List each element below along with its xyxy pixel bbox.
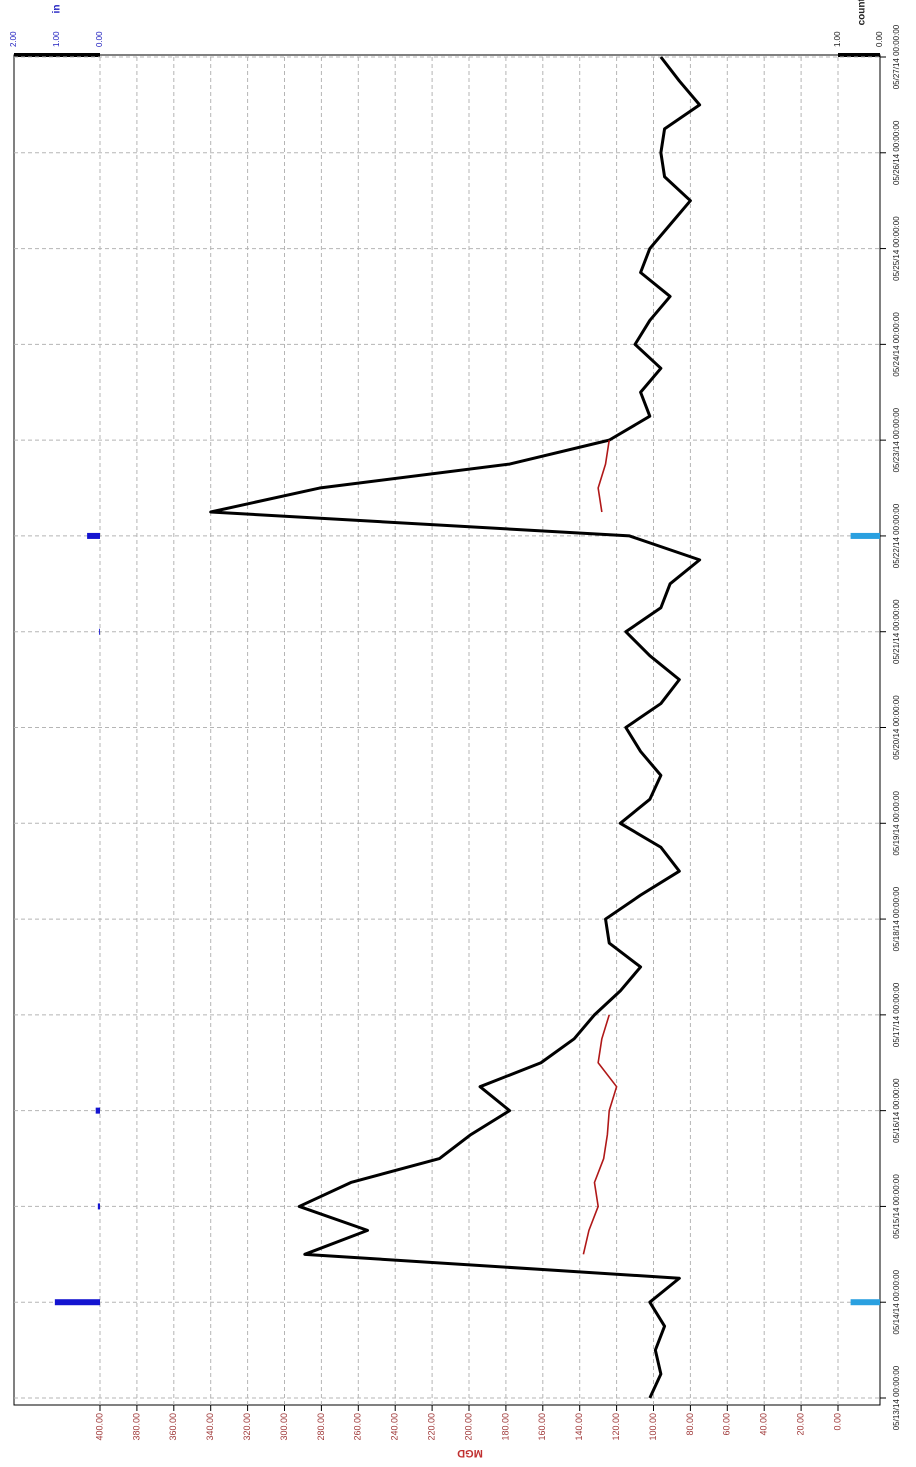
y-tick-label: 0.00 — [832, 1413, 842, 1431]
y-tick-label: 200.00 — [463, 1413, 473, 1441]
y2-tick-label: 0.00 — [95, 31, 104, 47]
y-tick-label: 260.00 — [353, 1413, 363, 1441]
y-tick-label: 20.00 — [795, 1413, 805, 1436]
y3-tick-label: 1.00 — [833, 31, 842, 47]
x-tick-label: 05/16/14 00:00:00 — [892, 1078, 901, 1143]
x-tick-label: 05/17/14 00:00:00 — [892, 982, 901, 1047]
x-tick-label: 05/20/14 00:00:00 — [892, 695, 901, 760]
bar — [850, 532, 880, 539]
rotated-chart: MGD in counts 0.00 20.00 40.00 60.00 80.00 10… — [9, 0, 901, 1459]
x-tick-label: 05/18/14 00:00:00 — [892, 886, 901, 951]
y-tick-label: 40.00 — [759, 1413, 769, 1436]
x-tick-label: 05/23/14 00:00:00 — [892, 407, 901, 472]
x-tick-label: 05/24/14 00:00:00 — [892, 312, 901, 377]
y-tick-label: 80.00 — [685, 1413, 695, 1436]
y-tick-label: 220.00 — [426, 1413, 436, 1441]
plot-frame — [13, 54, 881, 1406]
y-tick-label: 240.00 — [390, 1413, 400, 1441]
y2-tick-label: 1.00 — [52, 31, 61, 47]
x-tick-label: 05/13/14 00:00:00 — [892, 1365, 901, 1430]
y-tick-label: 160.00 — [537, 1413, 547, 1441]
x-tick-label: 05/26/14 00:00:00 — [892, 120, 901, 185]
y3-tick-label: 0.00 — [875, 31, 884, 47]
y-tick-label: 340.00 — [205, 1413, 215, 1441]
y-tick-label: 280.00 — [316, 1413, 326, 1441]
y-tick-label: 60.00 — [722, 1413, 732, 1436]
y-tick-label: 100.00 — [648, 1413, 658, 1441]
y-tick-label: 120.00 — [611, 1413, 621, 1441]
y2-axis-title: in — [52, 5, 63, 14]
bar — [87, 532, 100, 539]
y-tick-label: 140.00 — [574, 1413, 584, 1441]
line-series — [209, 56, 702, 1399]
x-tick-label: 05/25/14 00:00:00 — [892, 216, 901, 281]
x-tick-label: 05/22/14 00:00:00 — [892, 503, 901, 568]
x-tick-label: 05/21/14 00:00:00 — [892, 599, 901, 664]
y2-tick-label: 2.00 — [9, 31, 18, 47]
y-tick-label: 360.00 — [168, 1413, 178, 1441]
line-series — [582, 440, 618, 1255]
y-axis-title: MGD — [457, 1447, 483, 1459]
y-tick-label: 300.00 — [279, 1413, 289, 1441]
x-tick-label: 05/15/14 00:00:00 — [892, 1174, 901, 1239]
bar — [850, 1299, 880, 1306]
bar — [99, 628, 100, 635]
y3-axis-title: counts — [857, 0, 868, 25]
x-tick-label: 05/14/14 00:00:00 — [892, 1269, 901, 1334]
y-tick-label: 380.00 — [131, 1413, 141, 1441]
y-tick-label: 400.00 — [94, 1413, 104, 1441]
y-tick-label: 180.00 — [500, 1413, 510, 1441]
bar — [95, 1107, 100, 1114]
x-tick-label: 05/19/14 00:00:00 — [892, 790, 901, 855]
bar — [54, 1299, 100, 1306]
x-tick-label: 05/27/14 00:00:00 — [892, 24, 901, 89]
bar — [97, 1203, 100, 1210]
y-tick-label: 320.00 — [242, 1413, 252, 1441]
